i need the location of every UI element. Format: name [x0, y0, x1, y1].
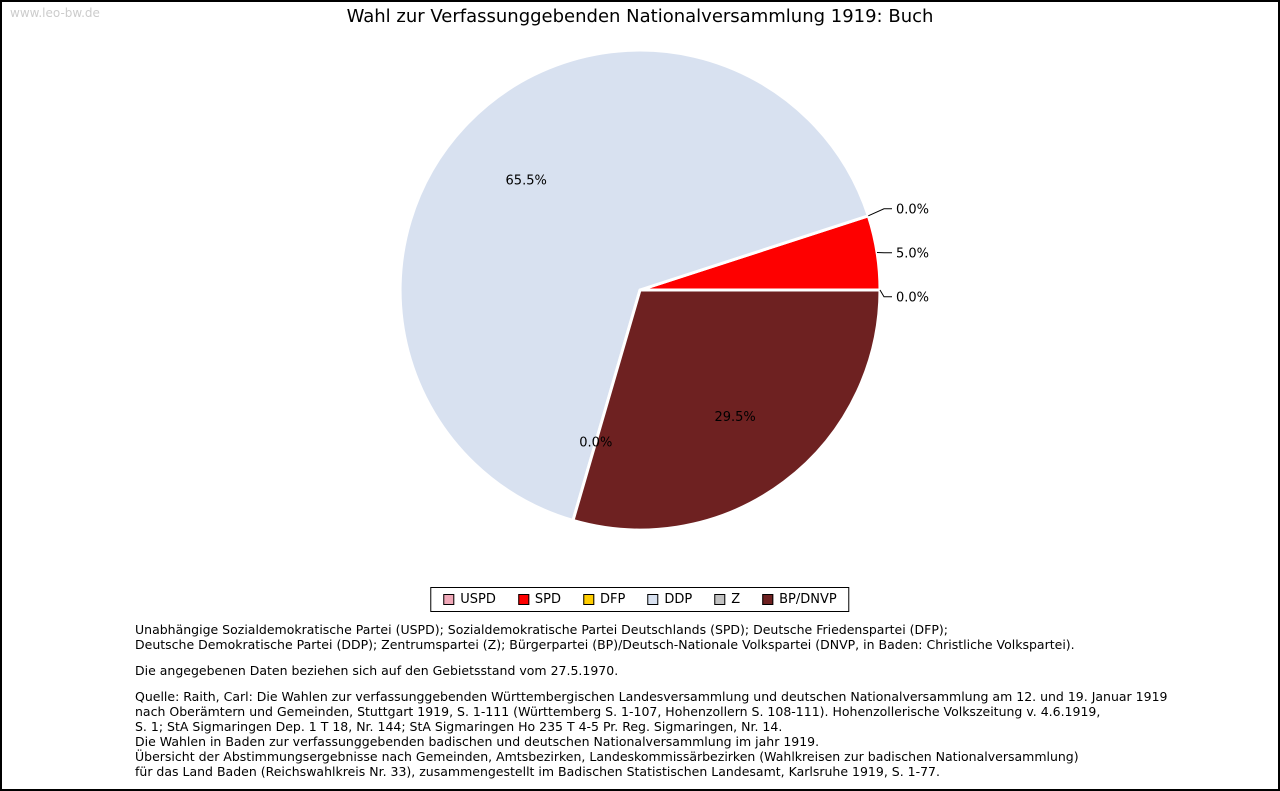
- slice-value-label: 0.0%: [896, 202, 929, 217]
- label-leader-line: [868, 208, 892, 217]
- footnote-line: Die Wahlen in Baden zur verfassunggebend…: [135, 734, 820, 749]
- footnote-line: nach Oberämtern und Gemeinden, Stuttgart…: [135, 704, 1101, 719]
- slice-value-label: 65.5%: [506, 173, 547, 188]
- footnote-line: Deutsche Demokratische Partei (DDP); Zen…: [135, 637, 1075, 652]
- legend-label: DFP: [600, 592, 626, 607]
- legend-label: Z: [731, 592, 741, 607]
- legend-label: USPD: [460, 592, 496, 607]
- slice-value-label: 5.0%: [896, 246, 929, 261]
- legend-item-BP/DNVP: BP/DNVP: [762, 592, 837, 607]
- slice-value-label: 29.5%: [714, 410, 755, 425]
- legend-swatch: [647, 594, 659, 605]
- watermark: www.leo-bw.de: [10, 6, 100, 20]
- legend-swatch: [762, 594, 774, 605]
- legend-item-SPD: SPD: [517, 592, 562, 607]
- legend-item-DFP: DFP: [583, 592, 625, 607]
- pie-slice-DDP: [398, 48, 870, 522]
- footnote-spacer: [135, 652, 1167, 663]
- legend: USPD SPD DFP DDP Z BP/DNVP: [430, 587, 850, 612]
- footnote-spacer: [135, 678, 1167, 689]
- legend-label: DDP: [664, 592, 693, 607]
- legend-swatch: [443, 594, 455, 605]
- label-leader-line: [879, 289, 892, 298]
- legend-item-DDP: DDP: [647, 592, 692, 607]
- footnote-line: für das Land Baden (Reichswahlkreis Nr. …: [135, 764, 940, 779]
- legend-item-Z: Z: [714, 592, 740, 607]
- footnote-line: Quelle: Raith, Carl: Die Wahlen zur verf…: [135, 689, 1168, 704]
- page-title: Wahl zur Verfassunggebenden Nationalvers…: [346, 6, 934, 27]
- footnote-line: Übersicht der Abstimmungsergebnisse nach…: [135, 749, 1079, 764]
- footnote-line: S. 1; StA Sigmaringen Dep. 1 T 18, Nr. 1…: [135, 719, 783, 734]
- legend-swatch: [714, 594, 726, 605]
- legend-item-USPD: USPD: [443, 592, 496, 607]
- footnote-line: Unabhängige Sozialdemokratische Partei (…: [135, 622, 948, 637]
- footnotes: Unabhängige Sozialdemokratische Partei (…: [135, 622, 1167, 779]
- pie-slice-BP/DNVP: [571, 288, 882, 532]
- legend-swatch: [583, 594, 595, 605]
- slice-value-label: 0.0%: [579, 436, 612, 451]
- legend-label: SPD: [534, 592, 562, 607]
- legend-swatch: [517, 594, 529, 605]
- footnote-line: Die angegebenen Daten beziehen sich auf …: [135, 663, 619, 678]
- legend-label: BP/DNVP: [779, 592, 837, 607]
- slice-value-label: 0.0%: [896, 290, 929, 305]
